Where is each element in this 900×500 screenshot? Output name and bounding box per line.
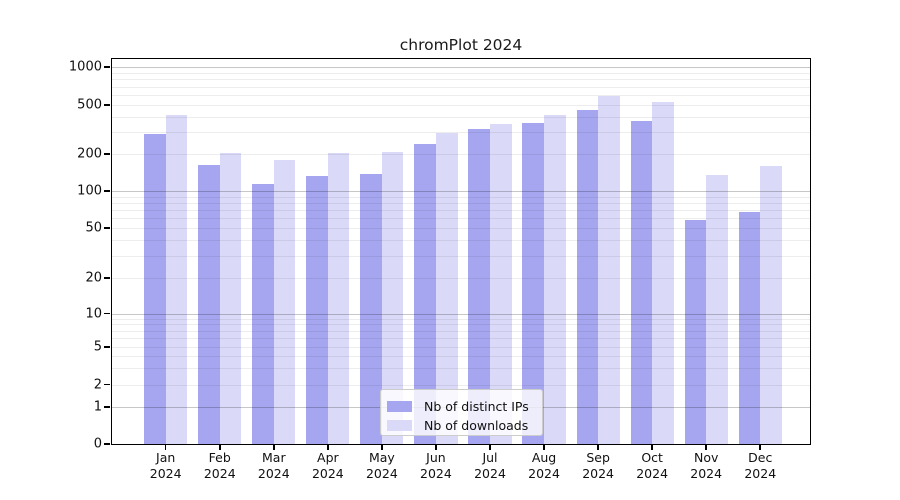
x-tick-label-jun: Jun 2024: [420, 450, 452, 481]
bar-distinct-ips-jul: [468, 129, 490, 444]
y-tick-2: [104, 383, 110, 386]
y-tick-label-2: 2: [93, 377, 102, 393]
y-tick-label-0: 0: [93, 436, 102, 452]
legend-item-distinct-ips: Nb of distinct IPs: [387, 397, 534, 416]
bar-distinct-ips-aug: [522, 122, 545, 444]
y-tick-5: [104, 346, 110, 348]
x-tick-apr: [327, 444, 329, 450]
x-tick-label-jan: Jan 2024: [149, 450, 182, 481]
legend-label-distinct-ips: Nb of distinct IPs: [424, 399, 529, 414]
bar-distinct-ips-jun: [414, 143, 436, 444]
x-tick-feb: [218, 444, 221, 450]
x-tick-jun: [435, 444, 437, 450]
x-tick-may: [381, 444, 383, 450]
y-tick-1000: [104, 66, 110, 69]
y-tick-50: [104, 227, 110, 229]
bar-downloads-dec: [760, 165, 782, 444]
bar-downloads-jun: [435, 133, 458, 444]
y-tick-label-1: 1: [93, 399, 102, 415]
y-tick-200: [104, 153, 110, 155]
y-tick-label-5: 5: [93, 339, 102, 355]
bar-distinct-ips-dec: [738, 212, 761, 444]
x-tick-label-apr: Apr 2024: [311, 450, 344, 481]
x-tick-mar: [273, 444, 275, 450]
y-tick-10: [104, 312, 110, 315]
bar-distinct-ips-feb: [198, 164, 220, 444]
x-tick-sep: [597, 444, 599, 450]
bar-distinct-ips-nov: [684, 220, 707, 444]
bar-downloads-sep: [598, 96, 620, 444]
plot-area: [111, 58, 811, 445]
y-tick-label-1000: 1000: [68, 59, 102, 75]
x-tick-dec: [759, 444, 762, 450]
y-tick-500: [104, 104, 110, 106]
y-tick-label-200: 200: [77, 146, 102, 162]
bar-downloads-jan: [165, 114, 188, 444]
x-tick-label-may: May 2024: [365, 450, 398, 481]
x-tick-jul: [489, 444, 491, 450]
y-tick-20: [104, 277, 110, 279]
y-tick-label-100: 100: [77, 183, 102, 199]
legend-label-downloads: Nb of downloads: [424, 418, 529, 433]
bar-distinct-ips-may: [360, 173, 382, 444]
bar-downloads-mar: [273, 160, 296, 444]
x-tick-jan: [164, 444, 167, 450]
x-tick-label-jul: Jul 2024: [474, 450, 506, 481]
bar-distinct-ips-jan: [144, 134, 166, 444]
legend-swatch-downloads: [387, 420, 412, 431]
x-tick-label-sep: Sep 2024: [582, 450, 614, 481]
bar-distinct-ips-mar: [252, 183, 274, 444]
x-tick-aug: [543, 444, 545, 450]
legend-item-downloads: Nb of downloads: [387, 416, 534, 435]
bar-downloads-oct: [652, 101, 674, 444]
x-tick-label-dec: Dec 2024: [744, 450, 777, 481]
y-tick-1: [104, 406, 110, 409]
legend: Nb of distinct IPs Nb of downloads: [380, 389, 543, 436]
x-tick-label-feb: Feb 2024: [203, 450, 236, 481]
bars-layer: [112, 59, 810, 444]
bar-downloads-apr: [327, 152, 350, 444]
x-tick-label-aug: Aug 2024: [528, 450, 560, 481]
bar-downloads-nov: [706, 175, 728, 444]
bar-downloads-feb: [219, 152, 242, 444]
bar-downloads-may: [381, 152, 404, 444]
bar-downloads-aug: [544, 114, 566, 444]
y-tick-label-10: 10: [85, 306, 102, 322]
y-tick-0: [104, 443, 110, 445]
bar-distinct-ips-apr: [306, 176, 328, 444]
y-tick-label-20: 20: [85, 270, 102, 286]
x-tick-oct: [651, 444, 653, 450]
chart-title: chromPlot 2024: [399, 36, 523, 54]
x-tick-label-oct: Oct 2024: [636, 450, 669, 481]
y-tick-label-50: 50: [85, 220, 102, 236]
x-tick-label-mar: Mar 2024: [257, 450, 290, 481]
legend-swatch-distinct-ips: [387, 401, 412, 412]
bar-downloads-jul: [490, 124, 512, 444]
x-tick-nov: [705, 444, 707, 450]
y-tick-100: [104, 190, 110, 192]
bar-distinct-ips-oct: [630, 120, 653, 444]
bar-distinct-ips-sep: [576, 109, 599, 444]
y-tick-label-500: 500: [77, 97, 102, 113]
x-tick-label-nov: Nov 2024: [690, 450, 723, 481]
